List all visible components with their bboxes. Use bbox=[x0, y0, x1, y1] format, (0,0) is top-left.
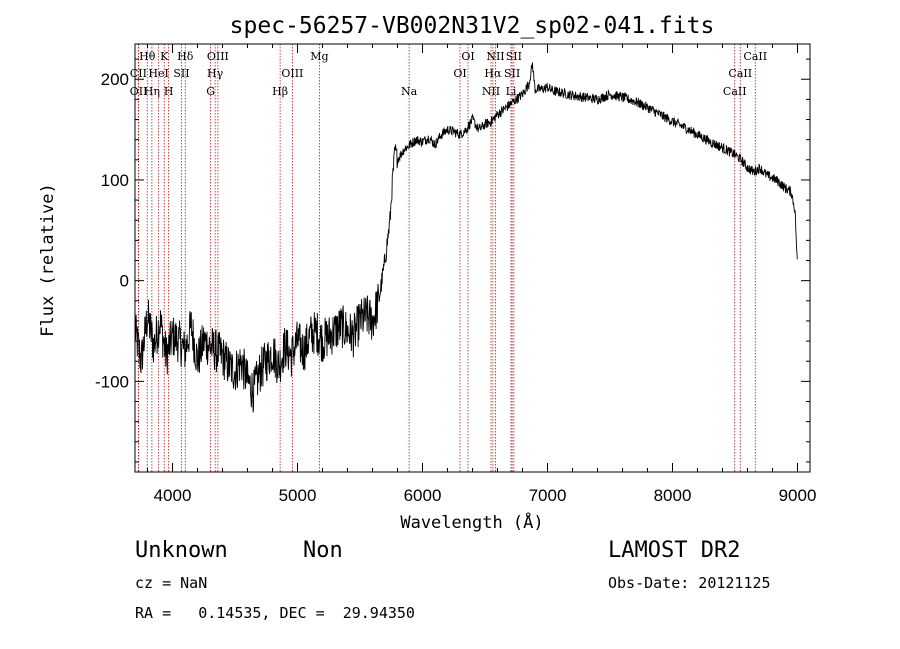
line-label-13: OIII bbox=[281, 67, 303, 80]
line-label-18: OII bbox=[130, 85, 148, 98]
line-label-22: Hβ bbox=[272, 85, 288, 98]
line-label-8: CaII bbox=[743, 50, 767, 63]
line-label-17: CaII bbox=[728, 67, 752, 80]
spectrum-line-0 bbox=[134, 62, 798, 413]
y-tick-label--100: -100 bbox=[95, 372, 129, 391]
x-tick-label-6000: 6000 bbox=[404, 486, 442, 505]
coordinates-readout: RA = 0.14535, DEC = 29.94350 bbox=[135, 604, 415, 622]
line-label-25: Li bbox=[506, 85, 517, 98]
object-class: Unknown bbox=[135, 538, 228, 563]
line-label-2: Hδ bbox=[177, 50, 194, 63]
line-label-4: Mg bbox=[310, 50, 328, 63]
y-tick-label-0: 0 bbox=[120, 272, 129, 291]
plot-frame bbox=[134, 43, 811, 473]
line-label-12: Hγ bbox=[207, 67, 224, 80]
line-label-1: K bbox=[160, 50, 169, 63]
emission-line-markers bbox=[137, 44, 756, 472]
x-tick-label-5000: 5000 bbox=[279, 486, 317, 505]
x-tick-label-8000: 8000 bbox=[654, 486, 692, 505]
line-label-11: SII bbox=[173, 67, 189, 80]
line-label-5: OI bbox=[461, 50, 474, 63]
line-label-21: G bbox=[206, 85, 215, 98]
observation-date: Obs-Date: 20121125 bbox=[608, 574, 771, 592]
line-label-23: Na bbox=[401, 85, 418, 98]
x-axis-ticks: 4000 5000 6000 7000 8000 9000 bbox=[147, 44, 817, 505]
line-label-16: SII bbox=[504, 67, 520, 80]
y-axis-title: Flux (relative) bbox=[38, 183, 58, 337]
x-tick-label-4000: 4000 bbox=[154, 486, 192, 505]
chart-title: spec-56257-VB002N31V2_sp02-041.fits bbox=[230, 13, 715, 39]
line-label-20: H bbox=[164, 85, 174, 98]
line-label-9: CII bbox=[130, 67, 147, 80]
line-label-7: SII bbox=[506, 50, 522, 63]
line-label-26: CaII bbox=[723, 85, 747, 98]
x-tick-label-7000: 7000 bbox=[529, 486, 567, 505]
x-axis-title: Wavelength (Å) bbox=[400, 511, 543, 533]
redshift-readout: cz = NaN bbox=[135, 574, 208, 592]
line-label-10: HeI bbox=[148, 67, 168, 80]
y-tick-label-200: 200 bbox=[101, 70, 129, 89]
object-subclass: Non bbox=[303, 538, 343, 563]
y-tick-label-100: 100 bbox=[101, 171, 129, 190]
line-label-3: OIII bbox=[207, 50, 229, 63]
survey-name: LAMOST DR2 bbox=[608, 538, 741, 563]
spectrum-series bbox=[134, 62, 798, 413]
y-axis-ticks: -100 0 100 200 bbox=[95, 58, 810, 463]
line-label-19: Hη bbox=[144, 85, 160, 98]
line-label-0: Hθ bbox=[139, 50, 156, 63]
line-label-6: NII bbox=[486, 50, 504, 63]
line-label-14: OI bbox=[453, 67, 466, 80]
x-tick-label-9000: 9000 bbox=[779, 486, 817, 505]
line-label-24: NII bbox=[482, 85, 500, 98]
line-label-15: Hα bbox=[484, 67, 502, 80]
